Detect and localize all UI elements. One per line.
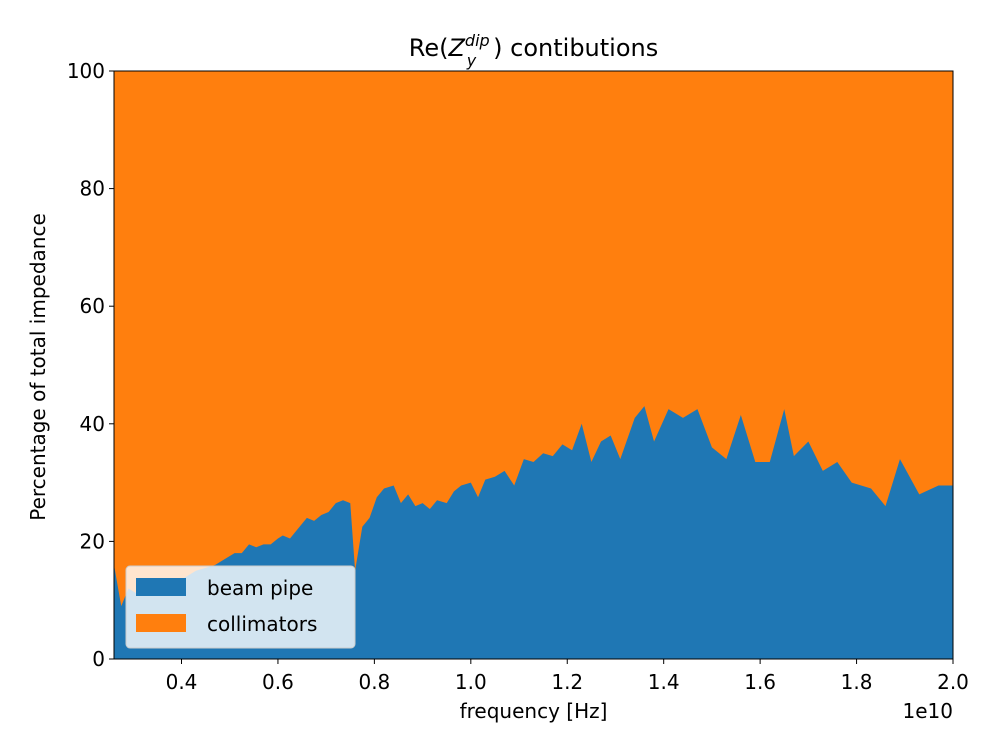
x-tick-label: 0.8 (358, 670, 390, 694)
y-tick-label: 40 (80, 412, 105, 436)
title-subscript: y (466, 51, 477, 70)
legend-swatch-beam-pipe (136, 578, 186, 596)
y-axis-label: Percentage of total impedance (26, 213, 50, 521)
x-tick-label: 1.2 (551, 670, 583, 694)
x-tick-label: 1.4 (648, 670, 680, 694)
legend-label-collimators: collimators (207, 612, 317, 636)
y-tick-label: 20 (80, 529, 105, 553)
title-superscript: dip (465, 31, 490, 50)
x-tick-label: 1.8 (841, 670, 873, 694)
x-axis-offset-label: 1e10 (903, 699, 953, 723)
x-tick-label: 1.0 (455, 670, 487, 694)
y-tick-label: 100 (67, 59, 105, 83)
title-prefix: Re( (409, 34, 449, 62)
legend-swatch-collimators (136, 614, 186, 632)
y-axis: 0 20 40 60 80 100 (67, 59, 114, 671)
y-tick-label: 80 (80, 177, 105, 201)
y-tick-label: 60 (80, 294, 105, 318)
x-tick-label: 0.6 (262, 670, 294, 694)
plot-frame (113, 70, 954, 660)
x-axis: 0.4 0.6 0.8 1.0 1.2 1.4 1.6 1.8 2.0 (166, 659, 969, 694)
title-symbol: Z (447, 34, 465, 62)
x-axis-label: frequency [Hz] (460, 699, 608, 723)
x-tick-label: 0.4 (166, 670, 198, 694)
x-tick-label: 1.6 (744, 670, 776, 694)
y-tick-label: 0 (92, 647, 105, 671)
chart-title: Re(Zdip y ) contibutions (409, 31, 659, 70)
x-tick-label: 2.0 (937, 670, 969, 694)
title-suffix: ) contibutions (493, 34, 658, 62)
legend: beam pipe collimators (125, 565, 356, 649)
legend-label-beam-pipe: beam pipe (207, 576, 313, 600)
